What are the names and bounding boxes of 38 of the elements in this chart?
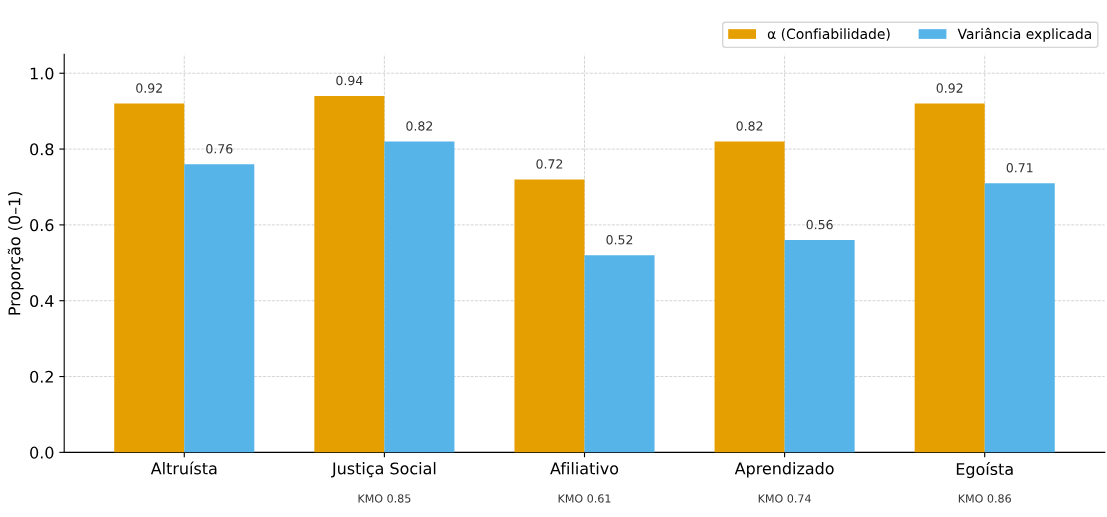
x-tick-label: Altruísta <box>150 461 217 475</box>
x-tick-label: Afiliativo <box>550 462 619 475</box>
legend-label: α (Confiabilidade) <box>767 28 890 41</box>
bar <box>714 141 785 453</box>
x-tick-label: Egoísta <box>956 462 1013 479</box>
x-tick-label: Justiça Social <box>331 462 436 478</box>
data-label: 0.82 <box>736 121 763 131</box>
data-label: 0.94 <box>336 75 363 86</box>
bar <box>784 240 855 453</box>
bar <box>314 95 385 453</box>
data-label: 0.76 <box>206 144 233 154</box>
bar <box>384 141 455 453</box>
data-label: 0.52 <box>606 235 633 245</box>
text: KMO 0.85 <box>358 494 411 503</box>
bar <box>984 183 1055 453</box>
bar <box>584 255 655 453</box>
data-label: 0.92 <box>936 83 963 93</box>
bar <box>514 179 585 453</box>
legend-label: Variância explicada <box>957 27 1092 42</box>
text: KMO 0.74 <box>758 494 811 503</box>
bar <box>914 103 985 453</box>
text: KMO 0.86 <box>958 494 1011 503</box>
bar <box>184 164 255 453</box>
y-tick-label: 1.0 <box>30 67 54 80</box>
data-label: 0.82 <box>406 121 433 131</box>
data-label: 0.92 <box>136 83 162 93</box>
y-tick-label: 0.6 <box>30 219 54 232</box>
data-label: 0.72 <box>536 159 563 169</box>
data-label: 0.71 <box>1006 162 1033 173</box>
y-tick-label: 0.8 <box>30 143 54 156</box>
text: KMO 0.61 <box>558 494 611 503</box>
y-tick-label: 0.0 <box>30 446 54 459</box>
x-tick-label: Aprendizado <box>734 462 834 478</box>
data-label: 0.56 <box>806 219 833 230</box>
y-tick-label: 0.2 <box>30 370 53 383</box>
y-tick-label: 0.4 <box>30 294 54 308</box>
bar <box>114 103 185 453</box>
y-axis-title: Proporção (0–1) <box>7 191 24 315</box>
